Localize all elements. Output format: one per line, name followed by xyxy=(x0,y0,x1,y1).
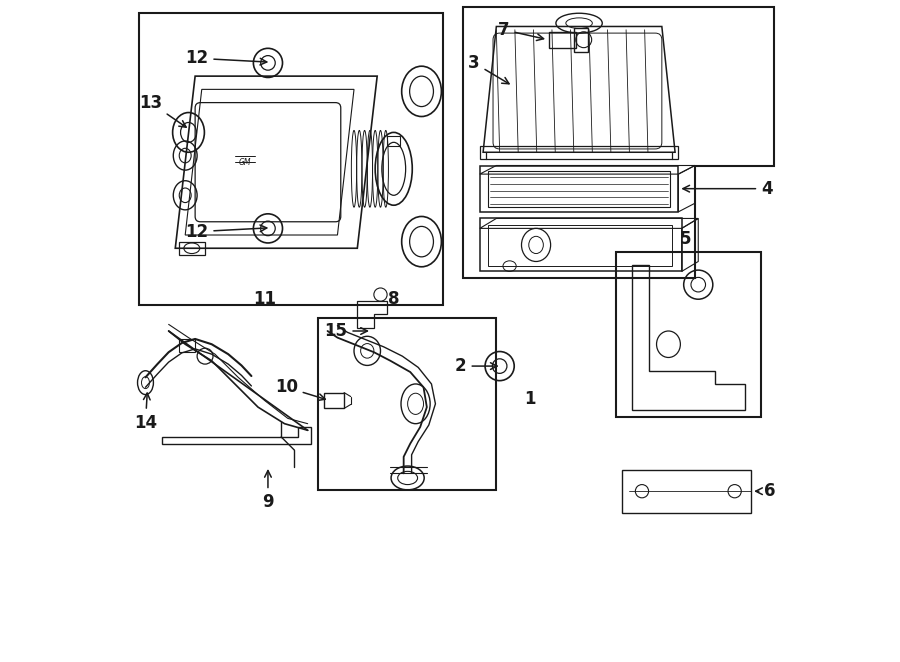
Text: 1: 1 xyxy=(524,390,536,408)
Bar xyxy=(318,318,496,490)
Text: 2: 2 xyxy=(454,357,497,375)
Bar xyxy=(387,136,400,146)
Text: 12: 12 xyxy=(185,49,266,68)
Bar xyxy=(480,166,679,212)
Text: 10: 10 xyxy=(274,378,325,401)
Bar xyxy=(178,339,195,352)
Bar xyxy=(489,171,670,207)
Text: 3: 3 xyxy=(468,54,509,84)
Text: GM: GM xyxy=(238,158,251,167)
Bar xyxy=(574,28,588,52)
Text: 8: 8 xyxy=(388,290,400,308)
Text: 4: 4 xyxy=(683,179,773,198)
Text: 5: 5 xyxy=(680,230,691,248)
Bar xyxy=(139,13,444,305)
Text: 14: 14 xyxy=(134,393,157,432)
Text: 11: 11 xyxy=(253,290,276,308)
Text: 9: 9 xyxy=(262,471,274,511)
Bar xyxy=(616,252,761,417)
Bar xyxy=(622,470,752,513)
Bar xyxy=(489,225,672,266)
Text: 6: 6 xyxy=(756,482,776,500)
Bar xyxy=(549,32,576,48)
Text: 7: 7 xyxy=(498,21,544,40)
Text: 12: 12 xyxy=(185,222,266,241)
Bar xyxy=(480,218,681,271)
Text: 15: 15 xyxy=(324,322,367,340)
Text: 13: 13 xyxy=(139,93,186,127)
